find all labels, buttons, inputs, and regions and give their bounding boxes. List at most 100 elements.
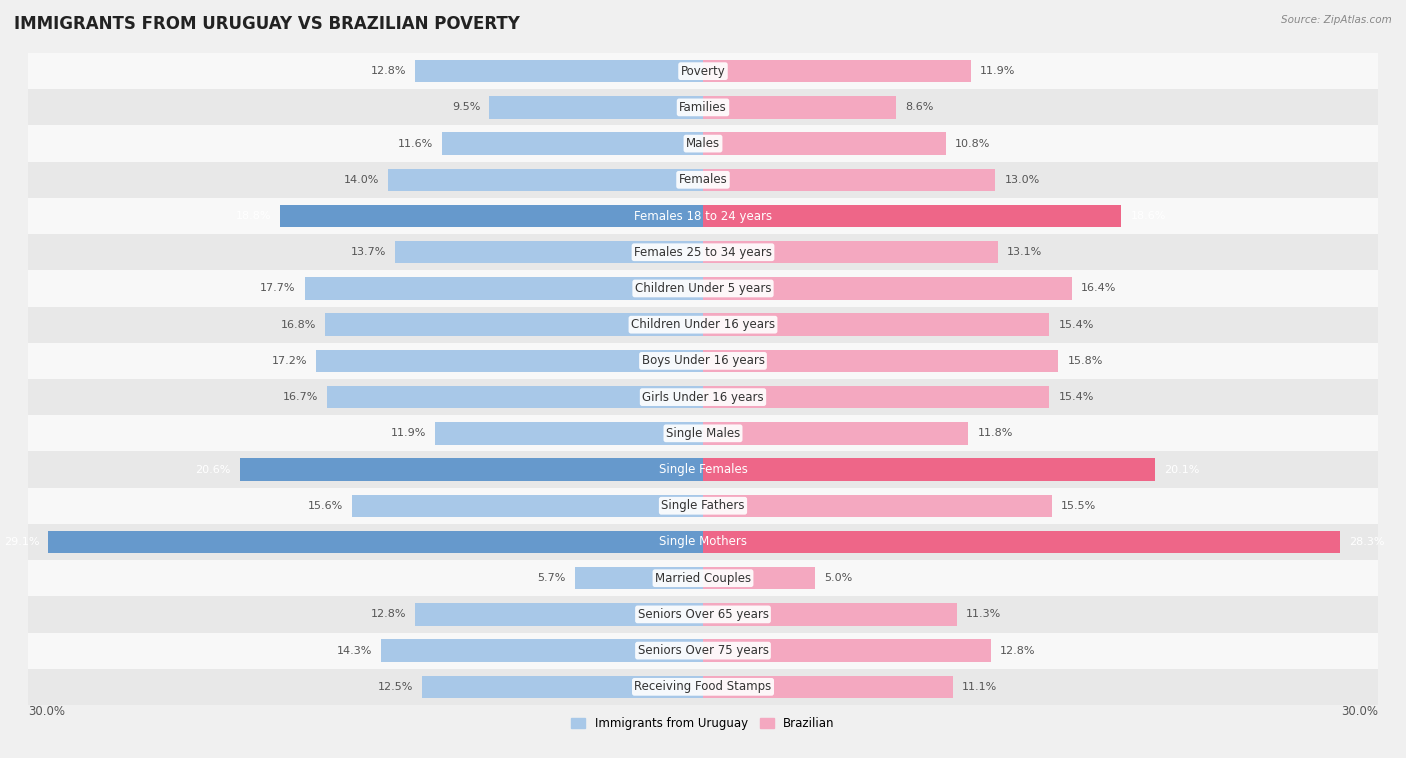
Bar: [28, 524, 1378, 560]
Text: 17.7%: 17.7%: [260, 283, 295, 293]
Bar: [352, 494, 703, 517]
Bar: [28, 669, 1378, 705]
Bar: [436, 422, 703, 444]
Legend: Immigrants from Uruguay, Brazilian: Immigrants from Uruguay, Brazilian: [567, 713, 839, 735]
Text: 16.7%: 16.7%: [283, 392, 318, 402]
Text: 18.6%: 18.6%: [1130, 211, 1166, 221]
Text: Males: Males: [686, 137, 720, 150]
Bar: [316, 349, 703, 372]
Text: 15.8%: 15.8%: [1067, 356, 1102, 366]
Bar: [703, 386, 1049, 409]
Text: 5.0%: 5.0%: [824, 573, 852, 583]
Text: 11.1%: 11.1%: [962, 682, 997, 692]
Bar: [703, 277, 1071, 299]
Bar: [489, 96, 703, 118]
Bar: [28, 53, 1378, 89]
Text: 12.8%: 12.8%: [371, 609, 406, 619]
Bar: [305, 277, 703, 299]
Bar: [28, 415, 1378, 452]
Text: 11.9%: 11.9%: [391, 428, 426, 438]
Text: 15.6%: 15.6%: [308, 501, 343, 511]
Bar: [28, 89, 1378, 126]
Text: 15.4%: 15.4%: [1059, 320, 1094, 330]
Bar: [441, 133, 703, 155]
Text: 16.4%: 16.4%: [1081, 283, 1116, 293]
Bar: [388, 168, 703, 191]
Text: 8.6%: 8.6%: [905, 102, 934, 112]
Bar: [28, 632, 1378, 669]
Bar: [703, 205, 1122, 227]
Bar: [395, 241, 703, 264]
Text: Poverty: Poverty: [681, 64, 725, 77]
Bar: [703, 60, 970, 83]
Text: Single Mothers: Single Mothers: [659, 535, 747, 549]
Bar: [381, 640, 703, 662]
Text: 14.3%: 14.3%: [337, 646, 373, 656]
Bar: [325, 314, 703, 336]
Bar: [28, 271, 1378, 306]
Text: Families: Families: [679, 101, 727, 114]
Text: 15.4%: 15.4%: [1059, 392, 1094, 402]
Text: Boys Under 16 years: Boys Under 16 years: [641, 355, 765, 368]
Bar: [703, 349, 1059, 372]
Bar: [28, 379, 1378, 415]
Text: Single Fathers: Single Fathers: [661, 500, 745, 512]
Text: 11.9%: 11.9%: [980, 66, 1015, 76]
Bar: [239, 459, 703, 481]
Text: 13.0%: 13.0%: [1004, 175, 1039, 185]
Text: 29.1%: 29.1%: [4, 537, 39, 547]
Bar: [28, 597, 1378, 632]
Bar: [703, 241, 998, 264]
Text: 11.8%: 11.8%: [977, 428, 1012, 438]
Text: Single Females: Single Females: [658, 463, 748, 476]
Bar: [28, 126, 1378, 161]
Text: 12.5%: 12.5%: [377, 682, 413, 692]
Text: 13.7%: 13.7%: [350, 247, 385, 257]
Bar: [703, 675, 953, 698]
Bar: [328, 386, 703, 409]
Bar: [28, 343, 1378, 379]
Bar: [28, 234, 1378, 271]
Bar: [703, 459, 1156, 481]
Bar: [703, 314, 1049, 336]
Bar: [703, 422, 969, 444]
Text: Single Males: Single Males: [666, 427, 740, 440]
Text: 12.8%: 12.8%: [1000, 646, 1035, 656]
Text: Children Under 16 years: Children Under 16 years: [631, 318, 775, 331]
Bar: [422, 675, 703, 698]
Text: 15.5%: 15.5%: [1060, 501, 1095, 511]
Text: 30.0%: 30.0%: [28, 705, 65, 718]
Bar: [48, 531, 703, 553]
Text: Receiving Food Stamps: Receiving Food Stamps: [634, 681, 772, 694]
Text: Seniors Over 75 years: Seniors Over 75 years: [637, 644, 769, 657]
Text: Seniors Over 65 years: Seniors Over 65 years: [637, 608, 769, 621]
Text: 16.8%: 16.8%: [281, 320, 316, 330]
Text: 18.8%: 18.8%: [236, 211, 271, 221]
Bar: [28, 198, 1378, 234]
Bar: [703, 531, 1340, 553]
Text: 20.6%: 20.6%: [195, 465, 231, 475]
Bar: [703, 567, 815, 590]
Text: 11.6%: 11.6%: [398, 139, 433, 149]
Text: Females 18 to 24 years: Females 18 to 24 years: [634, 209, 772, 223]
Bar: [575, 567, 703, 590]
Text: Girls Under 16 years: Girls Under 16 years: [643, 390, 763, 403]
Bar: [28, 560, 1378, 597]
Text: 5.7%: 5.7%: [537, 573, 565, 583]
Text: IMMIGRANTS FROM URUGUAY VS BRAZILIAN POVERTY: IMMIGRANTS FROM URUGUAY VS BRAZILIAN POV…: [14, 15, 520, 33]
Bar: [280, 205, 703, 227]
Bar: [703, 494, 1052, 517]
Bar: [703, 640, 991, 662]
Text: 28.3%: 28.3%: [1348, 537, 1384, 547]
Bar: [28, 161, 1378, 198]
Text: 11.3%: 11.3%: [966, 609, 1001, 619]
Text: Children Under 5 years: Children Under 5 years: [634, 282, 772, 295]
Bar: [28, 487, 1378, 524]
Bar: [28, 452, 1378, 487]
Bar: [703, 168, 995, 191]
Bar: [703, 96, 897, 118]
Bar: [415, 603, 703, 625]
Text: 14.0%: 14.0%: [343, 175, 380, 185]
Text: 12.8%: 12.8%: [371, 66, 406, 76]
Text: 20.1%: 20.1%: [1164, 465, 1199, 475]
